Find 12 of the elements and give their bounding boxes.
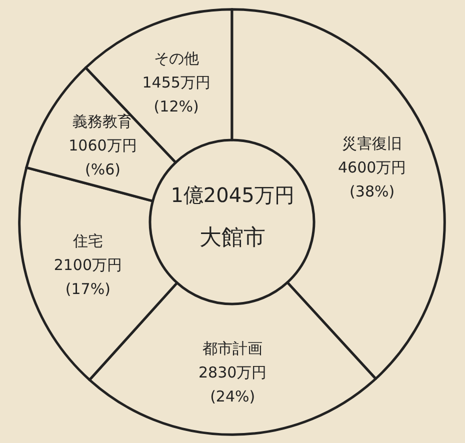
data-label: 2100万円 (17%) [54,256,122,298]
slice-label: その他 [154,49,199,68]
text: 大館市 [200,226,266,250]
text: 1億2045万円 [170,183,294,207]
slice-label: 都市計画 [202,339,263,358]
slice-label: 災害復旧 [342,134,402,153]
slice-label: 住宅 [72,232,103,250]
data-label: 2830万円 (24%) [198,363,267,406]
data-label: 1455万円 (12%) [142,73,210,116]
slice-label: 義務教育 [72,112,133,130]
data-label: 4600万円 (38%) [338,158,406,201]
data-label: 1060万円 (%6) [68,136,137,178]
